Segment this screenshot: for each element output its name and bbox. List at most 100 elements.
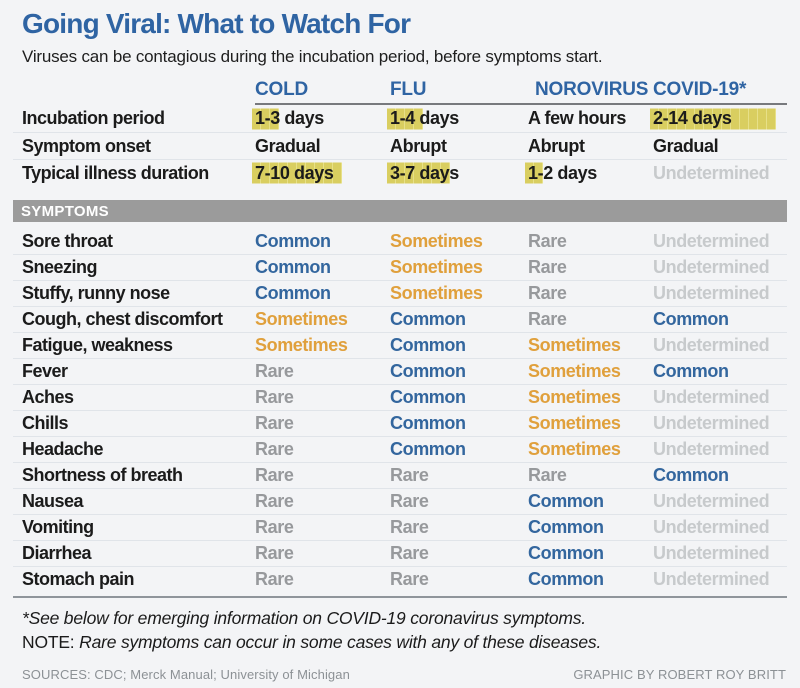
table-cell: Common bbox=[390, 387, 528, 408]
table-cell: A few hours bbox=[528, 108, 653, 129]
cell-value: Undetermined bbox=[653, 413, 770, 433]
table-cell: Rare bbox=[390, 569, 528, 590]
cell-value: Rare bbox=[255, 491, 294, 511]
cell-value: Undetermined bbox=[653, 257, 770, 277]
cell-value: Common bbox=[390, 335, 466, 355]
symptom-rows-group: Sore throat Common Sometimes Rare Undetermin… bbox=[13, 228, 787, 592]
table-cell: Rare bbox=[390, 543, 528, 564]
table-cell: Common bbox=[528, 517, 653, 538]
cell-value: Undetermined bbox=[653, 517, 770, 537]
footnote-note: NOTE: Rare symptoms can occur in some ca… bbox=[13, 632, 787, 653]
table-cell: Sometimes bbox=[528, 413, 653, 434]
footnote-note-text: Rare symptoms can occur in some cases wi… bbox=[79, 632, 602, 652]
cell-value: Rare bbox=[390, 491, 429, 511]
cell-value: Rare bbox=[390, 517, 429, 537]
comparison-table: COLD FLU NOROVIRUS COVID-19* Incubation … bbox=[13, 75, 787, 592]
cell-value: 1-4 days bbox=[390, 108, 459, 128]
cell-value: Common bbox=[255, 257, 331, 277]
table-cell: 1-2 days bbox=[525, 162, 653, 184]
row-label: Sneezing bbox=[22, 257, 98, 277]
table-cell: Abrupt bbox=[390, 136, 528, 157]
table-cell: Rare bbox=[390, 491, 528, 512]
cell-value: Undetermined bbox=[653, 387, 770, 407]
table-row: Nausea Rare Rare Common Undetermined bbox=[13, 488, 787, 514]
row-label: Headache bbox=[22, 439, 104, 459]
table-cell: 7-10 days bbox=[252, 162, 390, 184]
cell-value: Common bbox=[390, 439, 466, 459]
cell-value: 2-14 days bbox=[653, 108, 732, 128]
row-label: Cough, chest discomfort bbox=[22, 309, 223, 329]
table-cell: Sometimes bbox=[255, 309, 390, 330]
overview-rows-group: Incubation period 1-3 days 1-4 days A few h… bbox=[13, 105, 787, 186]
table-cell: Sometimes bbox=[255, 335, 390, 356]
cell-value: Gradual bbox=[255, 135, 321, 156]
credit-text: GRAPHIC BY ROBERT ROY BRITT bbox=[573, 667, 786, 682]
cell-value: 3-7 days bbox=[390, 162, 459, 183]
column-header-flu: FLU bbox=[390, 79, 427, 100]
table-cell: Undetermined bbox=[653, 231, 787, 252]
cell-value: Common bbox=[528, 517, 604, 537]
table-cell: Rare bbox=[255, 387, 390, 408]
table-cell: Rare bbox=[255, 465, 390, 486]
cell-value: Rare bbox=[390, 569, 429, 589]
table-cell: Abrupt bbox=[528, 136, 653, 157]
cell-value: Rare bbox=[255, 387, 294, 407]
table-cell: Rare bbox=[390, 517, 528, 538]
row-label: Sore throat bbox=[22, 230, 113, 251]
table-row: Sore throat Common Sometimes Rare Undetermin… bbox=[13, 228, 787, 254]
table-cell: Common bbox=[653, 361, 787, 382]
row-label: Shortness of breath bbox=[22, 465, 183, 485]
cell-value: Sometimes bbox=[390, 230, 483, 251]
table-cell: Undetermined bbox=[653, 413, 787, 434]
cell-value: Undetermined bbox=[653, 335, 770, 355]
table-row: Stomach pain Rare Rare Common Undetermined bbox=[13, 566, 787, 592]
cell-value: Rare bbox=[528, 257, 567, 277]
cell-value: Rare bbox=[390, 465, 429, 485]
cell-value: Undetermined bbox=[653, 283, 770, 303]
table-cell: Sometimes bbox=[390, 231, 528, 252]
cell-value: Undetermined bbox=[653, 162, 770, 183]
table-cell: Rare bbox=[255, 361, 390, 382]
table-cell: Rare bbox=[255, 491, 390, 512]
column-header-cold: COLD bbox=[255, 79, 309, 100]
row-label: Nausea bbox=[22, 491, 84, 511]
cell-value: Abrupt bbox=[390, 135, 447, 156]
row-label: Vomiting bbox=[22, 517, 94, 537]
cell-value: Sometimes bbox=[255, 309, 348, 329]
table-row: Sneezing Common Sometimes Rare Undetermined bbox=[13, 254, 787, 280]
table-cell: Common bbox=[528, 569, 653, 590]
row-label: Diarrhea bbox=[22, 543, 92, 563]
table-row: Diarrhea Rare Rare Common Undetermined bbox=[13, 540, 787, 566]
cell-value: Sometimes bbox=[528, 439, 621, 459]
table-row: Headache Rare Common Sometimes Undetermined bbox=[13, 436, 787, 462]
table-cell: Rare bbox=[528, 465, 653, 486]
cell-value: Common bbox=[653, 309, 729, 329]
table-cell: Rare bbox=[528, 283, 653, 304]
table-cell: Sometimes bbox=[390, 257, 528, 278]
table-cell: Gradual bbox=[255, 136, 390, 157]
footnote-covid: *See below for emerging information on C… bbox=[22, 608, 586, 628]
table-cell: Rare bbox=[528, 309, 653, 330]
duration-highlight-bar bbox=[252, 162, 342, 184]
credits-row: SOURCES: CDC; Merck Manual; University o… bbox=[13, 667, 787, 682]
table-cell: Gradual bbox=[653, 136, 787, 157]
table-cell: Sometimes bbox=[528, 361, 653, 382]
cell-value: Sometimes bbox=[528, 387, 621, 407]
table-row: Shortness of breath Rare Rare Rare Common bbox=[13, 462, 787, 488]
table-cell: Undetermined bbox=[653, 257, 787, 278]
table-cell: Common bbox=[390, 309, 528, 330]
table-cell: Undetermined bbox=[653, 439, 787, 460]
cell-value: Common bbox=[653, 465, 729, 485]
table-cell: Common bbox=[255, 257, 390, 278]
symptoms-section-label: SYMPTOMS bbox=[21, 202, 109, 220]
cell-value: 1-3 days bbox=[255, 108, 324, 128]
cell-value: Abrupt bbox=[528, 135, 585, 156]
cell-value: Common bbox=[255, 283, 331, 303]
row-label: Fever bbox=[22, 361, 68, 381]
cell-value: Rare bbox=[528, 283, 567, 303]
cell-value: Rare bbox=[255, 361, 294, 381]
table-cell: Rare bbox=[255, 413, 390, 434]
table-cell: Common bbox=[390, 439, 528, 460]
column-header-covid19: COVID-19* bbox=[653, 79, 747, 100]
duration-highlight-bar bbox=[650, 108, 776, 129]
